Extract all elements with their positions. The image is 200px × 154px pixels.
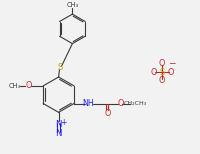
Text: O: O: [117, 99, 123, 108]
Text: −: −: [168, 58, 176, 67]
Text: O: O: [25, 81, 32, 90]
Text: CH₂CH₃: CH₂CH₃: [123, 101, 147, 106]
Text: O: O: [159, 76, 165, 85]
Text: O: O: [168, 68, 174, 77]
Text: CH₃: CH₃: [9, 83, 21, 89]
Text: N: N: [55, 129, 62, 138]
Text: O: O: [159, 59, 165, 68]
Text: S: S: [58, 63, 63, 72]
Text: CH₃: CH₃: [66, 2, 78, 8]
Text: N: N: [55, 120, 62, 129]
Text: O: O: [104, 109, 111, 118]
Text: NH: NH: [82, 99, 94, 108]
Text: +: +: [60, 118, 67, 127]
Text: O: O: [150, 68, 156, 77]
Text: S: S: [160, 68, 165, 77]
